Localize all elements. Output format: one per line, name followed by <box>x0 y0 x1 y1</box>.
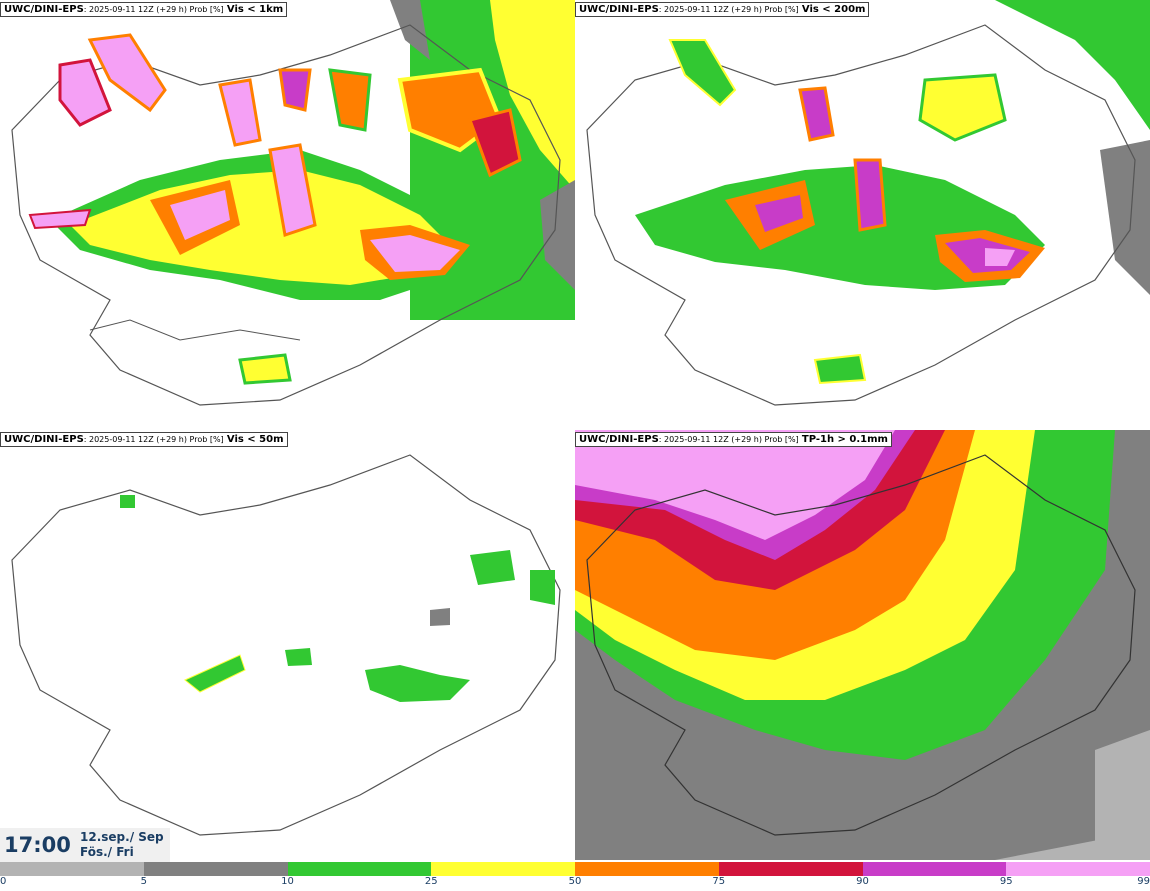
panel-title: UWC/DINI-EPS: 2025-09-11 12Z (+29 h) Pro… <box>575 2 870 17</box>
variable-name: Vis < 50m <box>226 434 284 445</box>
colorbar-segment <box>143 862 288 876</box>
colorbar-segment <box>575 862 719 876</box>
run-meta: : 2025-09-11 12Z (+29 h) Prob [%] <box>83 5 224 14</box>
map-panel-tp-1h: UWC/DINI-EPS: 2025-09-11 12Z (+29 h) Pro… <box>575 430 1150 860</box>
colorbar-tick-label: 90 <box>856 876 869 887</box>
map-panel-vis-200m: UWC/DINI-EPS: 2025-09-11 12Z (+29 h) Pro… <box>575 0 1150 430</box>
colorbar-tick-label: 10 <box>281 876 294 887</box>
map-panel-vis-50m: UWC/DINI-EPS: 2025-09-11 12Z (+29 h) Pro… <box>0 430 575 860</box>
vis-200m-map <box>586 0 1150 406</box>
colorbar-tick-label: 75 <box>712 876 726 887</box>
panel-title: UWC/DINI-EPS: 2025-09-11 12Z (+29 h) Pro… <box>0 2 288 17</box>
variable-name: Vis < 1km <box>226 4 284 15</box>
variable-name: TP-1h > 0.1mm <box>801 434 888 445</box>
model-name: UWC/DINI-EPS <box>579 4 659 15</box>
colorbar-ticks: 0 5 10 25 50 75 90 95 99 <box>0 876 1150 891</box>
colorbar-segment <box>431 862 575 876</box>
colorbar-tick-label: 0 <box>0 876 7 887</box>
vis-1km-map <box>11 0 575 406</box>
model-name: UWC/DINI-EPS <box>4 434 84 445</box>
tp-1h-map <box>575 430 1150 860</box>
colorbar-segment <box>862 862 1007 876</box>
vis-50m-map <box>11 454 561 836</box>
valid-time: 17:00 <box>4 833 71 857</box>
run-meta: : 2025-09-11 12Z (+29 h) Prob [%] <box>658 435 799 444</box>
colorbar-tick-label: 25 <box>424 876 438 887</box>
run-meta: : 2025-09-11 12Z (+29 h) Prob [%] <box>83 435 224 444</box>
probability-colorbar <box>0 862 1150 876</box>
panel-title: UWC/DINI-EPS: 2025-09-11 12Z (+29 h) Pro… <box>575 432 892 447</box>
colorbar-tick-label: 5 <box>140 876 147 887</box>
map-panel-vis-1km: UWC/DINI-EPS: 2025-09-11 12Z (+29 h) Pro… <box>0 0 575 430</box>
colorbar-segment <box>287 862 432 876</box>
colorbar-segment <box>1006 862 1150 876</box>
valid-date: 12.sep./ Sep Fös./ Fri <box>80 830 164 860</box>
colorbar-tick-label: 95 <box>999 876 1013 887</box>
model-name: UWC/DINI-EPS <box>4 4 84 15</box>
colorbar-segment <box>718 862 863 876</box>
variable-name: Vis < 200m <box>801 4 866 15</box>
panel-title: UWC/DINI-EPS: 2025-09-11 12Z (+29 h) Pro… <box>0 432 288 447</box>
model-name: UWC/DINI-EPS <box>579 434 659 445</box>
colorbar-tick-label: 50 <box>568 876 582 887</box>
colorbar-tick-label: 99 <box>1137 876 1150 887</box>
run-meta: : 2025-09-11 12Z (+29 h) Prob [%] <box>658 5 799 14</box>
valid-time-box: 17:00 12.sep./ Sep Fös./ Fri <box>0 828 170 862</box>
colorbar-segment <box>0 862 144 876</box>
valid-date-line2: Fös./ Fri <box>80 845 134 859</box>
valid-date-line1: 12.sep./ Sep <box>80 830 164 844</box>
